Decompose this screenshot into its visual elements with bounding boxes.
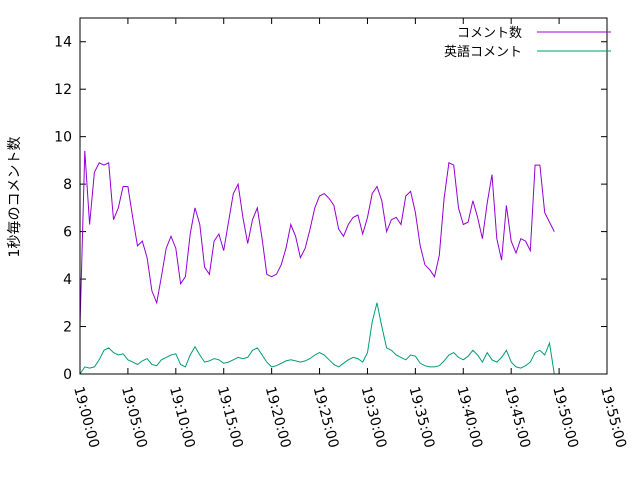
legend-label-1: コメント数 — [457, 26, 522, 41]
plot-area — [79, 150, 555, 375]
series-line-2 — [79, 302, 555, 375]
x-axis: 19:00:00 19:05:00 19:10:00 19:15:00 19:20:00… — [70, 18, 629, 450]
y-tick-label: 12 — [54, 82, 72, 98]
y-tick-label: 4 — [63, 272, 72, 288]
x-tick-label: 19:15:00 — [214, 385, 246, 450]
x-tick-label: 19:50:00 — [549, 385, 581, 450]
legend-label-2: 英語コメント — [444, 44, 522, 60]
y-tick-label: 6 — [63, 225, 72, 241]
x-tick-label: 19:20:00 — [262, 385, 294, 450]
x-tick-label: 19:55:00 — [597, 385, 629, 450]
x-tick-label: 19:05:00 — [118, 385, 150, 450]
y-axis-label: 1秒毎のコメント数 — [7, 137, 23, 258]
x-tick-label: 19:25:00 — [310, 385, 342, 450]
x-tick-label: 19:30:00 — [358, 385, 390, 450]
x-tick-label: 19:45:00 — [501, 385, 533, 450]
y-axis: 0 2 4 6 8 10 12 14 — [54, 35, 607, 383]
x-tick-label: 19:40:00 — [453, 385, 485, 450]
y-tick-label: 14 — [54, 35, 72, 51]
x-tick-label: 19:10:00 — [166, 385, 198, 450]
y-tick-label: 2 — [63, 320, 72, 336]
y-tick-label: 8 — [63, 177, 72, 193]
x-tick-label: 19:35:00 — [405, 385, 437, 450]
plot-frame — [79, 17, 608, 375]
x-tick-label: 19:00:00 — [70, 385, 102, 450]
y-tick-label: 0 — [63, 367, 72, 383]
series-line-1 — [79, 150, 555, 327]
y-tick-label: 10 — [54, 130, 72, 146]
